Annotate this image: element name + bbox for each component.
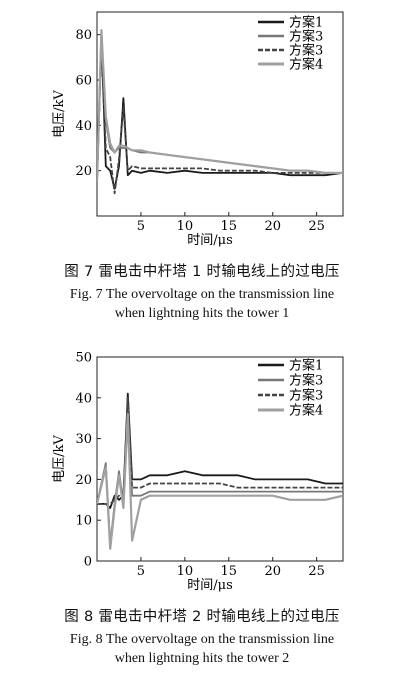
series-line-4 [97,412,343,550]
x-tick-label: 25 [308,564,325,579]
y-tick-label: 30 [75,432,92,447]
legend-label-3: 方案3 [289,388,323,404]
series-line-4 [97,29,343,183]
legend-label-3: 方案3 [289,43,323,59]
legend-label-4: 方案4 [289,57,323,73]
figure-8-caption-en-line1: Fig. 8 The overvoltage on the transmissi… [69,632,335,647]
figure-8-caption-en-line2: when lightning hits the tower 2 [114,651,290,666]
y-tick-label: 20 [75,164,92,179]
legend-label-1: 方案1 [289,15,323,31]
legend-label-2: 方案3 [289,29,323,45]
figure-7-caption-en-line2: when lightning hits the tower 1 [114,306,290,321]
x-tick-label: 25 [308,219,325,234]
y-axis-label: 电压/kV [52,90,67,138]
x-tick-label: 5 [137,564,145,579]
y-tick-label: 0 [84,555,92,570]
y-tick-label: 40 [75,391,92,406]
x-axis-label: 时间/μs [187,233,233,248]
series-line-3 [97,42,343,195]
y-tick-label: 20 [75,473,92,488]
x-tick-label: 10 [177,564,194,579]
plot-frame [96,11,344,217]
y-tick-label: 50 [75,351,92,366]
figure-8: 0 10 20 30 40 50 5 10 15 20 25 时间/μs 电压/kV 方案1 方案3 方案3 方… [0,340,404,682]
x-tick-label: 20 [264,564,281,579]
y-tick-label: 40 [75,119,92,134]
x-tick-label: 15 [221,564,238,579]
figure-7-caption-en: Fig. 7 The overvoltage on the transmissi… [0,287,404,322]
x-tick-label: 10 [177,219,194,234]
figure-7-caption-en-line1: Fig. 7 The overvoltage on the transmissi… [69,287,335,302]
legend-label-4: 方案4 [289,403,323,419]
y-tick-label: 10 [75,514,92,529]
figure-8-caption-en: Fig. 8 The overvoltage on the transmissi… [0,632,404,667]
x-tick-label: 15 [221,219,238,234]
plot-frame [96,356,344,562]
x-tick-label: 5 [137,219,145,234]
figure-7-caption-zh: 图 7 雷电击中杆塔 1 时输电线上的过电压 [64,264,340,280]
y-axis-label: 电压/kV [52,435,67,483]
x-tick-label: 20 [264,219,281,234]
legend-label-1: 方案1 [289,358,323,374]
x-axis-label: 时间/μs [187,578,233,593]
legend-label-2: 方案3 [289,373,323,389]
y-tick-label: 80 [75,28,92,43]
figure-7: 20 40 60 80 5 10 15 20 25 时间/μs 电压/kV 方案1 方案3 方案3 方案4 … [0,0,404,340]
y-tick-label: 60 [75,74,92,89]
figure-8-caption-zh: 图 8 雷电击中杆塔 2 时输电线上的过电压 [64,609,340,625]
